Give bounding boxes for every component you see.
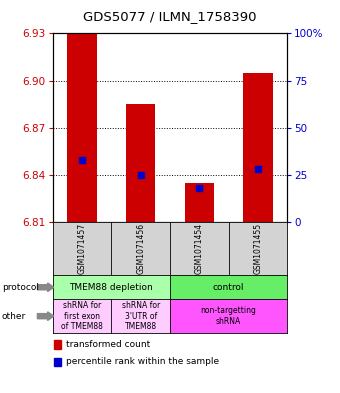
Text: GSM1071455: GSM1071455 [254,223,262,274]
Text: non-targetting
shRNA: non-targetting shRNA [201,307,257,326]
Text: GSM1071457: GSM1071457 [78,223,86,274]
Bar [185,183,214,222]
Text: GSM1071456: GSM1071456 [136,223,145,274]
Bar [126,104,155,222]
Bar [67,33,97,222]
Text: other: other [2,312,26,321]
Text: GSM1071454: GSM1071454 [195,223,204,274]
Text: TMEM88 depletion: TMEM88 depletion [69,283,153,292]
Text: GDS5077 / ILMN_1758390: GDS5077 / ILMN_1758390 [83,10,257,23]
Text: percentile rank within the sample: percentile rank within the sample [66,358,219,366]
Text: control: control [213,283,244,292]
Bar [243,73,273,222]
Text: shRNA for
3'UTR of
TMEM88: shRNA for 3'UTR of TMEM88 [122,301,160,331]
Text: transformed count: transformed count [66,340,150,349]
Text: shRNA for
first exon
of TMEM88: shRNA for first exon of TMEM88 [61,301,103,331]
Text: protocol: protocol [2,283,39,292]
